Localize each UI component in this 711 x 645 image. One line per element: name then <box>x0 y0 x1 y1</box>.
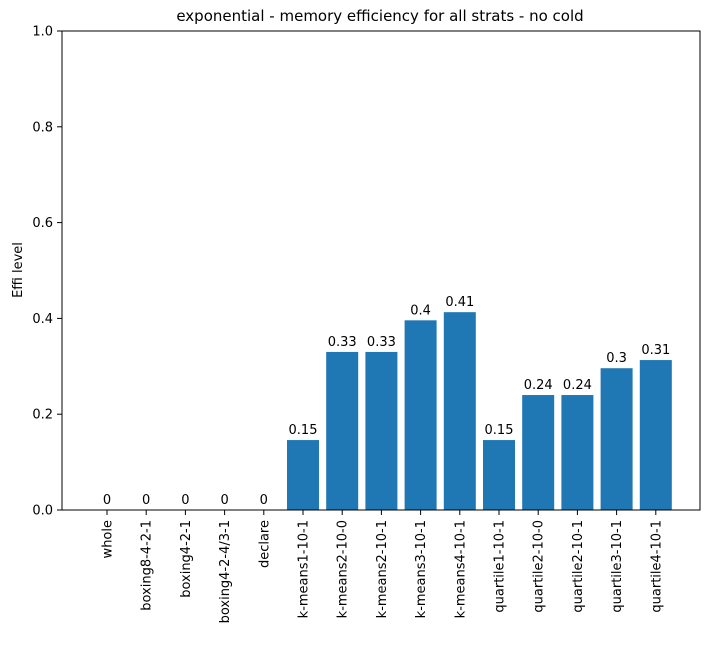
x-tick-label: k-means3-10-1 <box>414 520 429 618</box>
bar <box>287 440 319 510</box>
x-tick-label: k-means1-10-1 <box>297 520 312 618</box>
y-tick-label: 1.0 <box>32 25 53 40</box>
bars-layer: 0 0 0 0 0 0.15 0.33 0.33 0.4 0.41 0.15 0.24 0.24 0.3 0… <box>103 295 672 510</box>
data-label: 0.15 <box>485 423 514 438</box>
x-tick-label: quartile2-10-0 <box>532 520 547 613</box>
bar <box>561 395 594 510</box>
x-tick-label: boxing8-4-2-1 <box>140 520 155 611</box>
data-label: 0.15 <box>289 423 318 438</box>
x-tick-label: quartile3-10-1 <box>610 520 625 613</box>
y-tick-label: 0.0 <box>32 504 53 519</box>
data-label: 0 <box>181 493 189 508</box>
y-tick-label: 0.6 <box>32 216 53 231</box>
data-label: 0 <box>260 493 268 508</box>
x-tick-label: boxing4-2-1 <box>179 520 194 598</box>
axes-layer: 0.0 0.2 0.4 0.6 0.8 1.0 whole boxing8-4-2-1 boxi… <box>32 25 701 623</box>
bar <box>600 368 633 510</box>
x-tick-label: k-means4-10-1 <box>453 520 468 618</box>
chart-title: exponential - memory efficiency for all … <box>176 7 583 25</box>
bar <box>483 440 515 510</box>
data-label: 0 <box>103 493 111 508</box>
y-tick-label: 0.8 <box>32 120 53 135</box>
data-label: 0.3 <box>606 351 627 366</box>
x-tick-label: k-means2-10-0 <box>336 520 351 618</box>
bar <box>326 351 359 510</box>
data-label: 0.24 <box>563 378 592 393</box>
bar <box>365 351 398 510</box>
y-axis-label: Effi level <box>11 242 26 298</box>
x-tick-label: boxing4-2-4/3-1 <box>218 520 233 623</box>
y-tick-label: 0.2 <box>32 408 53 423</box>
bar <box>443 312 476 510</box>
x-tick-label: quartile4-10-1 <box>649 520 664 613</box>
x-tick-label: k-means2-10-1 <box>375 520 390 618</box>
y-tick-label: 0.4 <box>32 312 53 327</box>
data-label: 0.33 <box>367 335 396 350</box>
data-label: 0.24 <box>524 378 553 393</box>
x-tick-label: declare <box>257 520 272 568</box>
data-label: 0 <box>142 493 150 508</box>
x-tick-label: quartile1-10-1 <box>493 520 508 613</box>
data-label: 0.31 <box>641 343 670 358</box>
x-tick-label: whole <box>101 520 116 558</box>
data-label: 0 <box>220 493 228 508</box>
data-label: 0.33 <box>328 335 357 350</box>
bar <box>639 360 672 510</box>
data-label: 0.41 <box>445 295 474 310</box>
bar <box>522 395 555 510</box>
data-label: 0.4 <box>410 303 431 318</box>
bar <box>404 320 437 510</box>
x-tick-label: quartile2-10-1 <box>571 520 586 613</box>
